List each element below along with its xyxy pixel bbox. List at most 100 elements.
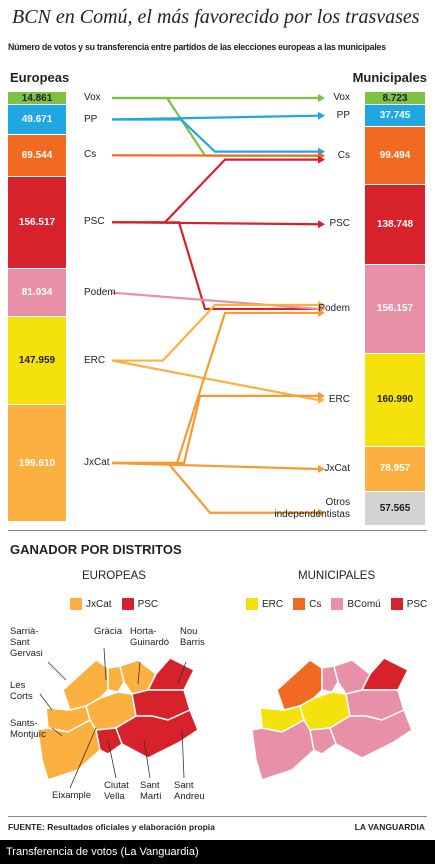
- right-party-label-psc: PSC: [329, 218, 350, 230]
- right-value-vox: 8.723: [382, 92, 408, 104]
- district-gracia: [107, 665, 125, 693]
- left-value-cs: 69.544: [21, 149, 53, 161]
- flow-lines: [111, 94, 325, 517]
- chart-subtitle: Número de votos y su transferencia entre…: [8, 42, 386, 53]
- district-leader-lines: [39, 647, 187, 789]
- right-party-label-erc: ERC: [328, 393, 350, 405]
- brand-name: LA VANGUARDIA: [354, 822, 425, 832]
- right-value-otros-independentistas: 57.565: [379, 503, 411, 515]
- right-party-label-vox: Vox: [333, 92, 350, 103]
- flow-arrowhead-psc-to-psc: [318, 220, 325, 229]
- district-label-sarria: Sarrià- Sant Gervasi: [10, 626, 43, 659]
- district-ciutat-vella: [309, 727, 337, 755]
- left-party-label-erc: ERC: [84, 354, 106, 366]
- flow-arrowhead-jxcat-to-jxcat: [318, 464, 325, 473]
- flow-erc-to-podem: [112, 303, 318, 362]
- left-party-label-cs: Cs: [84, 149, 97, 161]
- right-value-erc: 160.990: [376, 394, 414, 406]
- right-value-psc: 138.748: [376, 218, 414, 230]
- right-party-label-podem: Podem: [318, 302, 350, 314]
- district-label-sant-andreu: Sant Andreu: [174, 780, 205, 802]
- europeas-legend: JxCat PSC: [70, 598, 158, 610]
- left-value-pp: 49.671: [21, 114, 53, 125]
- right-bar-pp: 37.745: [365, 105, 425, 127]
- right-value-jxcat: 78.957: [379, 463, 411, 475]
- district-label-gracia: Gràcia: [94, 626, 122, 637]
- right-value-pp: 37.745: [379, 110, 411, 122]
- flow-arrowhead-jxcat-to-erc: [318, 391, 325, 400]
- right-bar-psc: 138.748: [365, 184, 425, 264]
- flow-psc-to-cs: [112, 158, 318, 224]
- district-label-sants: Sants- Montjuïc: [10, 718, 46, 740]
- left-bar-erc: 147.959: [8, 317, 66, 404]
- district-sant-marti: [115, 709, 199, 759]
- legend-swatch-bcomu: [331, 598, 344, 610]
- left-bar-psc: 156.517: [8, 176, 66, 268]
- left-bar-podem: 81.034: [8, 269, 66, 317]
- flow-vox-to-cs: [112, 96, 318, 157]
- legend-swatch-jxcat: [70, 598, 82, 610]
- flow-arrowhead-pp-to-pp: [318, 111, 325, 120]
- municipales-map-title: MUNICIPALES: [298, 570, 376, 582]
- flow-arrowhead-psc-to-cs: [318, 155, 325, 164]
- district-ciutat-vella: [95, 727, 123, 755]
- left-value-jxcat: 199.610: [18, 457, 56, 469]
- left-party-label-psc: PSC: [84, 216, 105, 228]
- source-note: FUENTE: Resultados oficiales y elaboraci…: [8, 822, 215, 832]
- legend-swatch-psc: [121, 598, 134, 610]
- flow-podem-to-podem: [111, 291, 319, 311]
- left-party-label-podem: Podem: [84, 286, 116, 298]
- right-party-label-otros-independentistas: Otros independentistas: [274, 496, 350, 520]
- flow-psc-to-podem: [112, 221, 318, 311]
- flow-arrowhead-vox-to-vox: [318, 94, 325, 102]
- left-bar-pp: 49.671: [8, 105, 66, 134]
- districts-title: GANADOR POR DISTRITOS: [10, 542, 182, 557]
- district-gracia: [321, 665, 339, 693]
- right-party-label-pp: PP: [336, 109, 350, 121]
- left-party-label-pp: PP: [84, 113, 98, 125]
- legend-swatch-erc: [246, 598, 258, 610]
- legend-label-erc: ERC: [262, 598, 284, 610]
- infographic: BCN en Comú, el más favorecido por los t…: [0, 0, 435, 840]
- legend-label-bcomu: BComú: [347, 598, 381, 610]
- flow-arrowhead-jxcat-to-otros-independentistas: [318, 508, 325, 517]
- district-label-ciutat-vella: Ciutat Vella: [104, 780, 129, 802]
- flow-jxcat-to-erc: [112, 394, 318, 465]
- left-value-podem: 81.034: [21, 287, 53, 299]
- flow-jxcat-to-otros-independentistas: [112, 461, 318, 514]
- right-value-podem: 156.157: [376, 303, 414, 315]
- municipales-district-map: [251, 657, 413, 781]
- legend-swatch-psc-municipales: [390, 598, 403, 610]
- flow-erc-to-erc: [111, 359, 319, 401]
- footer-separator: [8, 816, 427, 817]
- image-caption: Transferencia de votos (La Vanguardia): [6, 846, 199, 858]
- district-label-sant-marti: Sant Martí: [140, 780, 162, 802]
- district-sant-marti: [329, 709, 413, 759]
- flow-jxcat-to-podem: [112, 311, 318, 465]
- district-label-eixample: Eixample: [52, 790, 92, 801]
- right-bar-jxcat: 78.957: [365, 446, 425, 492]
- district-label-les-corts: Les Corts: [10, 680, 33, 702]
- right-bar-otros-independentistas: 57.565: [365, 492, 425, 526]
- legend-swatch-cs: [293, 598, 306, 610]
- left-party-label-jxcat: JxCat: [84, 457, 110, 469]
- right-bar-cs: 99.494: [365, 127, 425, 184]
- left-value-psc: 156.517: [18, 216, 56, 228]
- right-bar-erc: 160.990: [365, 354, 425, 446]
- left-value-erc: 147.959: [18, 355, 56, 367]
- chart-title: BCN en Comú, el más favorecido por los t…: [12, 6, 420, 28]
- left-party-label-vox: Vox: [84, 92, 101, 103]
- right-party-label-cs: Cs: [337, 149, 350, 161]
- district-label-horta: Horta- Guinardó: [130, 626, 170, 648]
- left-value-vox: 14.861: [21, 92, 53, 104]
- flow-arrowhead-jxcat-to-podem: [318, 308, 325, 317]
- flow-arrowhead-erc-to-podem: [318, 300, 325, 309]
- separator: [8, 530, 427, 531]
- legend-label-psc: PSC: [137, 598, 159, 610]
- right-bar-vox: 8.723: [365, 92, 425, 104]
- left-bar-jxcat: 199.610: [8, 404, 66, 522]
- left-bar-vox: 14.861: [8, 92, 66, 104]
- flow-pp-to-cs: [112, 118, 318, 153]
- legend-label-jxcat: JxCat: [86, 598, 112, 610]
- legend-label-psc-municipales: PSC: [406, 598, 428, 610]
